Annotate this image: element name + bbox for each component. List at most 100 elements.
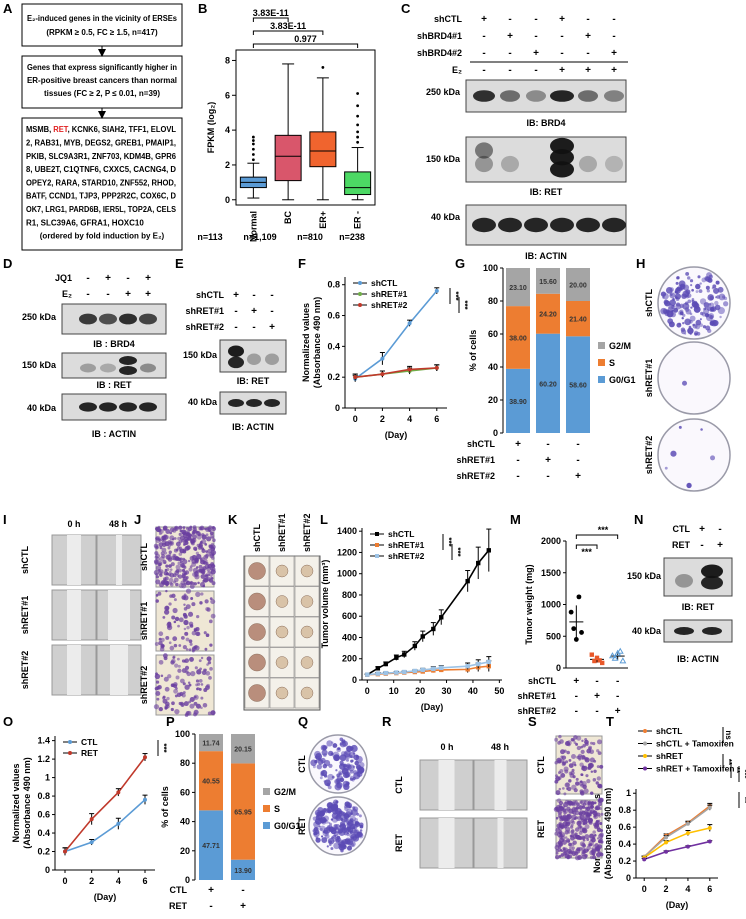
cell <box>577 825 582 829</box>
colony <box>698 289 703 294</box>
cell <box>600 812 604 816</box>
condition-sign: - <box>270 290 273 301</box>
condition-sign: - <box>508 65 511 76</box>
blot-band <box>578 90 598 102</box>
colony <box>336 782 343 789</box>
cell <box>183 543 186 546</box>
cell <box>161 547 167 553</box>
cell <box>570 831 574 835</box>
blot-band <box>472 217 496 233</box>
cell <box>200 656 204 660</box>
y-tick-label: 200 <box>342 654 357 664</box>
legend-swatch <box>263 788 270 795</box>
x-tick-label: Normal <box>248 211 258 242</box>
colony <box>660 307 667 315</box>
cell <box>185 580 191 586</box>
y-tick-label: 1.4 <box>37 736 50 746</box>
blot-band <box>265 353 279 365</box>
y-tick-label: 80 <box>488 296 498 306</box>
colony <box>349 818 354 823</box>
cell <box>203 631 207 635</box>
condition-sign: - <box>700 540 703 551</box>
panel-label: D <box>3 256 12 271</box>
y-tick-label: 20 <box>488 395 498 405</box>
significance-mark: *** <box>598 525 609 535</box>
cell <box>596 765 600 769</box>
x-tick-label: ER - <box>353 211 363 229</box>
label: ER-positive breast cancers than normal <box>27 76 177 85</box>
condition-sign: + <box>251 306 257 317</box>
colony <box>313 827 319 832</box>
y-tick-label: 0 <box>493 428 498 438</box>
cell <box>575 802 580 807</box>
colony <box>670 450 677 457</box>
outlier <box>251 153 255 156</box>
cell <box>209 597 213 601</box>
colony <box>340 848 344 853</box>
cell <box>206 683 211 688</box>
y-tick-label: 1500 <box>541 568 561 578</box>
colony <box>319 827 323 831</box>
cell <box>596 776 602 781</box>
tumor <box>300 686 314 700</box>
cell <box>204 599 209 604</box>
cell <box>188 621 194 627</box>
legend-label: shCTL <box>371 278 397 288</box>
outlier <box>356 135 360 139</box>
image-label: shRET#2 <box>644 436 654 475</box>
colony <box>715 280 720 285</box>
cell <box>206 607 211 612</box>
colony <box>345 818 352 825</box>
condition-sign: + <box>611 48 617 59</box>
colony <box>337 828 343 834</box>
blot-band <box>550 90 574 102</box>
legend-label: shCTL <box>388 529 414 539</box>
ib-label: IB : BRD4 <box>93 339 135 349</box>
cell <box>206 656 212 662</box>
cell <box>182 578 187 583</box>
colony <box>352 770 358 775</box>
gene-list-line: OPEY2, RARA, STARD10, ZNF552, RHOD, <box>26 178 176 187</box>
mw-label: 40 kDa <box>431 212 461 222</box>
cell <box>188 567 193 572</box>
y-tick-label: 0 <box>352 675 357 685</box>
condition-sign: + <box>559 14 565 25</box>
cell <box>182 557 186 561</box>
significance-bracket <box>252 43 359 48</box>
cell <box>173 688 179 694</box>
outlier <box>356 104 360 108</box>
cell <box>190 538 196 544</box>
cell <box>165 701 170 707</box>
cell <box>184 684 190 690</box>
colony <box>346 808 353 816</box>
image-label: CTL <box>297 755 307 773</box>
colony <box>700 311 704 316</box>
colony <box>699 318 702 321</box>
legend-label: shCTL <box>656 726 682 736</box>
condition-sign: - <box>586 48 589 59</box>
colony <box>346 782 350 786</box>
colony <box>675 303 682 310</box>
colony <box>717 307 725 315</box>
condition-label: shRET#1 <box>517 691 556 701</box>
cell <box>172 607 178 614</box>
colony <box>684 332 687 335</box>
colony <box>332 743 338 748</box>
colony <box>687 276 691 280</box>
legend-label: shRET#2 <box>388 551 425 561</box>
cell <box>168 550 172 554</box>
y-axis-label: (Absorbance 490 nm) <box>22 757 32 849</box>
ib-label: IB: ACTIN <box>525 251 567 261</box>
cell <box>158 562 162 566</box>
bar-segment <box>566 268 590 301</box>
cell <box>584 824 590 830</box>
gene-list-line: PKIB, SLC9A3R1, ZNF703, KDM4B, GPR6 <box>26 152 177 161</box>
cell <box>155 526 161 533</box>
blot-band <box>119 402 137 412</box>
condition-sign: - <box>560 31 563 42</box>
tumor-cell <box>244 616 270 648</box>
cell <box>184 540 187 543</box>
significance-bracket <box>252 17 289 22</box>
colony <box>320 811 324 815</box>
legend-label: shRET#1 <box>388 540 425 550</box>
